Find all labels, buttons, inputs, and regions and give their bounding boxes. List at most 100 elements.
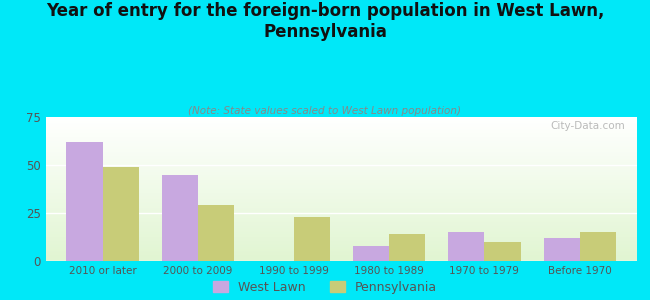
Bar — [46, 186, 637, 188]
Bar — [46, 170, 637, 172]
Bar — [46, 252, 637, 254]
Bar — [46, 139, 637, 140]
Bar — [46, 146, 637, 147]
Bar — [46, 226, 637, 228]
Bar — [46, 192, 637, 193]
Bar — [543, 238, 580, 261]
Bar — [46, 120, 637, 121]
Legend: West Lawn, Pennsylvania: West Lawn, Pennsylvania — [213, 281, 437, 294]
Bar — [46, 178, 637, 179]
Bar — [46, 189, 637, 190]
Bar — [294, 217, 330, 261]
Bar — [46, 212, 637, 214]
Bar — [46, 133, 637, 134]
Bar — [46, 153, 637, 154]
Bar — [46, 236, 637, 238]
Bar — [46, 232, 637, 234]
Bar — [46, 156, 637, 157]
Bar — [46, 159, 637, 160]
Bar — [46, 142, 637, 143]
Bar — [162, 175, 198, 261]
Bar — [46, 229, 637, 231]
Bar — [46, 238, 637, 239]
Bar — [46, 172, 637, 173]
Bar — [46, 164, 637, 166]
Bar — [46, 221, 637, 222]
Bar — [46, 121, 637, 123]
Bar — [46, 188, 637, 189]
Bar — [46, 247, 637, 248]
Bar — [46, 198, 637, 199]
Bar — [46, 235, 637, 236]
Bar — [46, 185, 637, 186]
Bar — [46, 134, 637, 136]
Bar — [46, 127, 637, 128]
Bar — [448, 232, 484, 261]
Bar — [46, 248, 637, 250]
Bar — [46, 124, 637, 126]
Bar — [46, 214, 637, 215]
Bar — [46, 117, 637, 118]
Bar — [46, 149, 637, 150]
Bar — [46, 254, 637, 255]
Bar — [46, 260, 637, 261]
Bar — [46, 208, 637, 209]
Bar — [46, 137, 637, 139]
Bar — [46, 154, 637, 156]
Bar — [46, 152, 637, 153]
Bar — [46, 196, 637, 198]
Bar — [46, 163, 637, 164]
Bar — [46, 123, 637, 124]
Bar — [46, 258, 637, 260]
Bar — [46, 224, 637, 225]
Bar — [46, 126, 637, 127]
Bar — [46, 162, 637, 163]
Bar — [46, 140, 637, 142]
Bar — [46, 216, 637, 218]
Bar — [46, 206, 637, 208]
Bar — [46, 193, 637, 195]
Bar — [46, 136, 637, 137]
Bar — [46, 150, 637, 152]
Bar — [46, 182, 637, 183]
Bar — [66, 142, 103, 261]
Bar — [46, 215, 637, 216]
Bar — [353, 246, 389, 261]
Bar — [46, 160, 637, 162]
Bar — [46, 244, 637, 245]
Bar — [46, 242, 637, 244]
Bar — [46, 245, 637, 247]
Bar — [46, 211, 637, 212]
Bar — [46, 225, 637, 226]
Bar — [46, 180, 637, 182]
Bar — [46, 234, 637, 235]
Bar — [46, 241, 637, 242]
Text: City-Data.com: City-Data.com — [551, 121, 625, 131]
Bar — [46, 200, 637, 202]
Bar — [46, 176, 637, 178]
Bar — [46, 222, 637, 224]
Bar — [580, 232, 616, 261]
Bar — [46, 231, 637, 232]
Bar — [46, 157, 637, 159]
Bar — [46, 118, 637, 120]
Bar — [198, 205, 235, 261]
Bar — [46, 219, 637, 221]
Bar — [46, 130, 637, 131]
Bar — [46, 179, 637, 180]
Bar — [46, 175, 637, 176]
Bar — [46, 166, 637, 167]
Bar — [46, 183, 637, 185]
Bar — [46, 195, 637, 196]
Bar — [46, 251, 637, 252]
Bar — [46, 147, 637, 149]
Bar — [46, 202, 637, 203]
Text: Year of entry for the foreign-born population in West Lawn,
Pennsylvania: Year of entry for the foreign-born popul… — [46, 2, 605, 41]
Bar — [46, 250, 637, 251]
Text: (Note: State values scaled to West Lawn population): (Note: State values scaled to West Lawn … — [188, 106, 462, 116]
Bar — [46, 144, 637, 146]
Bar — [46, 228, 637, 229]
Bar — [389, 234, 425, 261]
Bar — [46, 128, 637, 130]
Bar — [46, 218, 637, 219]
